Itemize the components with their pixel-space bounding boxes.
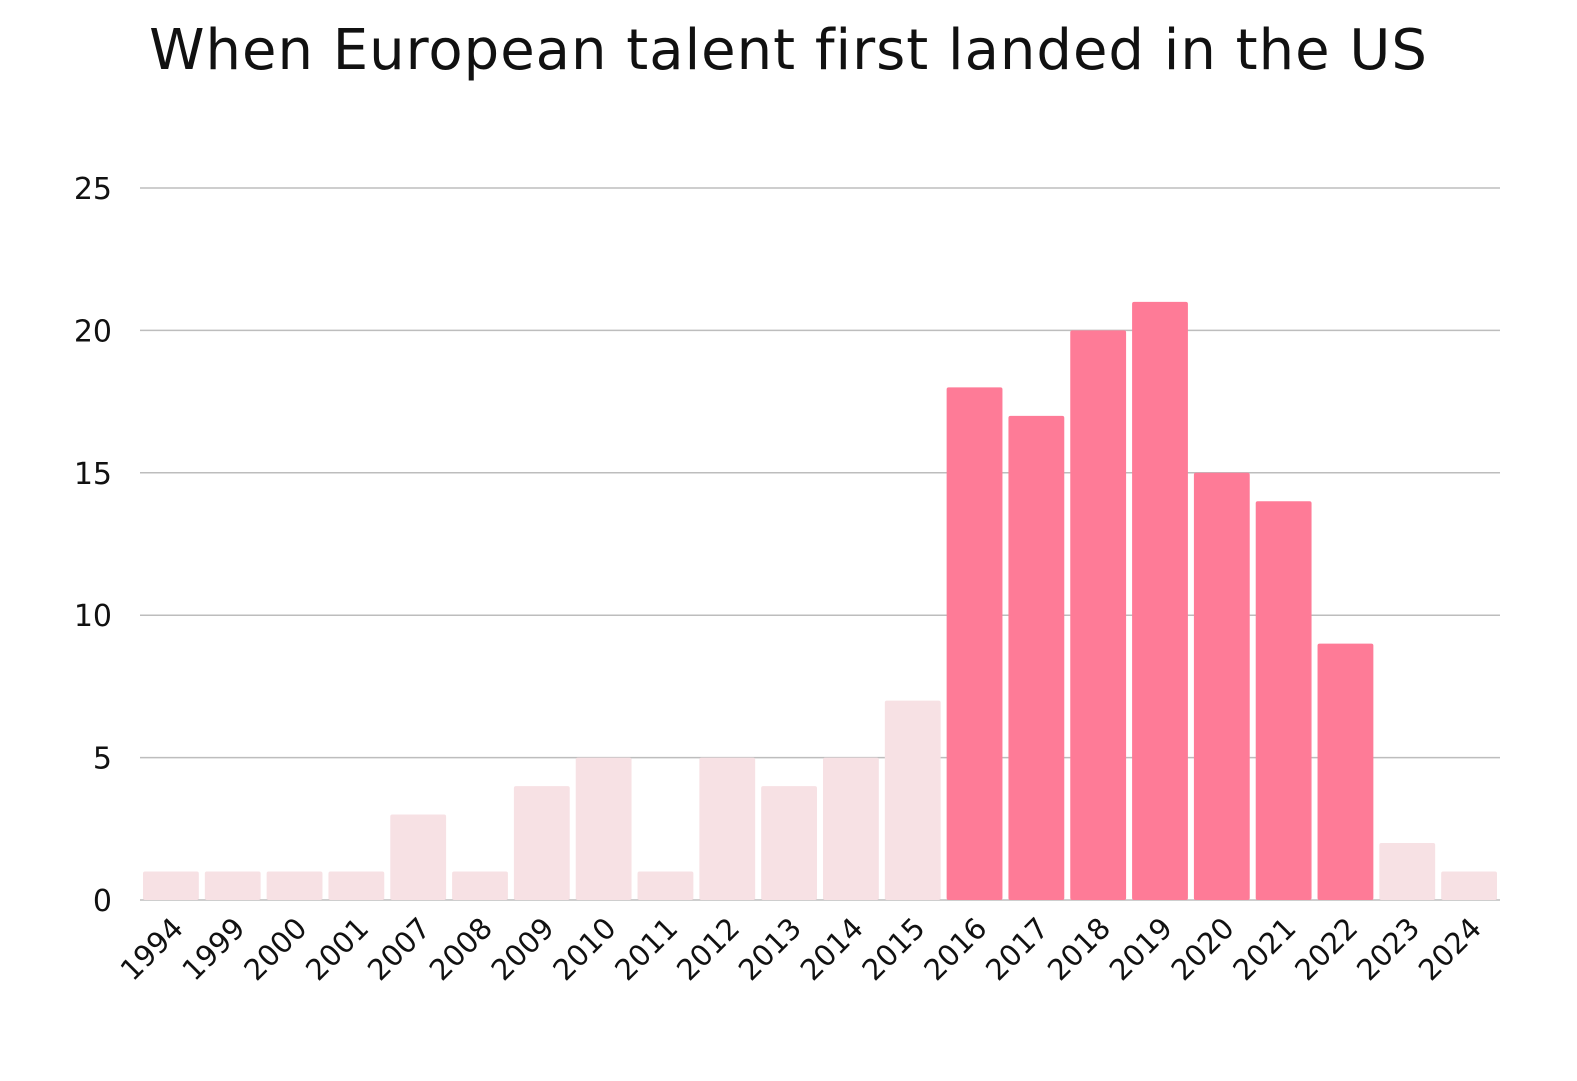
x-tick-label-2010: 2010 bbox=[546, 911, 622, 987]
x-tick-label-2020: 2020 bbox=[1165, 911, 1241, 987]
y-tick-label: 10 bbox=[74, 599, 112, 634]
bar-2014 bbox=[823, 757, 879, 900]
bar-2023 bbox=[1379, 843, 1436, 900]
x-tick-label-2023: 2023 bbox=[1350, 911, 1426, 987]
x-tick-label-2008: 2008 bbox=[423, 911, 499, 987]
y-tick-label: 20 bbox=[74, 314, 112, 349]
y-axis-ticks: 0 5 10 15 20 25 bbox=[74, 172, 112, 919]
bar-2011 bbox=[637, 871, 694, 900]
bar-2018 bbox=[1070, 330, 1127, 900]
bar-2008 bbox=[452, 871, 508, 900]
x-tick-label-1999: 1999 bbox=[175, 911, 251, 987]
x-tick-label-1994: 1994 bbox=[114, 911, 190, 987]
x-tick-label-2022: 2022 bbox=[1288, 911, 1364, 987]
x-tick-label-2014: 2014 bbox=[794, 911, 870, 987]
x-tick-label-2021: 2021 bbox=[1226, 911, 1302, 987]
bar-2019 bbox=[1132, 301, 1188, 900]
bar-2021 bbox=[1255, 501, 1312, 900]
bar-2009 bbox=[513, 786, 570, 900]
bar-2015 bbox=[884, 700, 941, 900]
bar-2012 bbox=[699, 757, 756, 900]
bar-2007 bbox=[390, 814, 447, 900]
x-tick-label-2024: 2024 bbox=[1412, 911, 1488, 987]
x-tick-label-2007: 2007 bbox=[361, 911, 437, 987]
bar-2017 bbox=[1008, 415, 1065, 900]
bar-2022 bbox=[1317, 643, 1374, 900]
x-tick-label-2001: 2001 bbox=[299, 911, 375, 987]
bar-2016 bbox=[946, 387, 1003, 900]
x-tick-label-2011: 2011 bbox=[608, 911, 684, 987]
x-tick-label-2000: 2000 bbox=[237, 911, 313, 987]
y-tick-label: 0 bbox=[93, 884, 112, 919]
y-tick-label: 25 bbox=[74, 172, 112, 207]
bar-2024 bbox=[1441, 871, 1497, 900]
bar-2020 bbox=[1193, 472, 1250, 900]
x-tick-label-2016: 2016 bbox=[917, 911, 993, 987]
bar-2000 bbox=[266, 871, 323, 900]
bars bbox=[143, 301, 1497, 900]
x-tick-label-2017: 2017 bbox=[979, 911, 1055, 987]
bar-2013 bbox=[761, 786, 817, 900]
x-tick-label-2018: 2018 bbox=[1041, 911, 1117, 987]
x-tick-label-2015: 2015 bbox=[855, 911, 931, 987]
x-tick-label-2012: 2012 bbox=[670, 911, 746, 987]
y-tick-label: 15 bbox=[74, 457, 112, 492]
bar-1999 bbox=[204, 871, 261, 900]
chart-title: When European talent first landed in the… bbox=[149, 18, 1428, 83]
bar-2010 bbox=[575, 757, 632, 900]
y-tick-label: 5 bbox=[93, 742, 112, 777]
bar-1994 bbox=[143, 871, 199, 900]
x-tick-label-2019: 2019 bbox=[1103, 911, 1179, 987]
x-axis-ticks: 1994199920002001200720082009201020112012… bbox=[114, 911, 1488, 987]
x-tick-label-2009: 2009 bbox=[485, 911, 561, 987]
bar-2001 bbox=[328, 871, 385, 900]
x-tick-label-2013: 2013 bbox=[732, 911, 808, 987]
